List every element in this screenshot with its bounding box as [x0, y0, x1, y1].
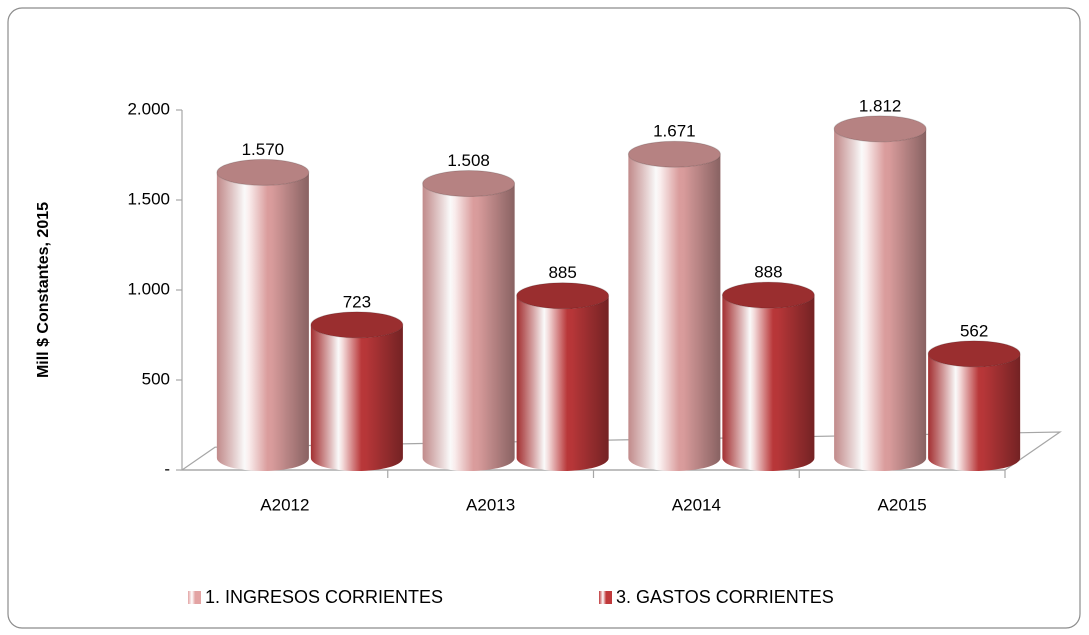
x-tick-label: A2013	[466, 495, 515, 514]
legend-swatch	[188, 591, 201, 604]
bar-shade	[422, 183, 515, 471]
legend-label: 3. GASTOS CORRIENTES	[616, 587, 834, 607]
value-label: 885	[548, 263, 576, 282]
value-label: 1.508	[447, 151, 490, 170]
y-tick-label: -	[164, 459, 170, 478]
bar-top	[627, 140, 721, 168]
value-label: 1.570	[242, 140, 285, 159]
value-label: 1.812	[859, 96, 902, 115]
legend-label: 1. INGRESOS CORRIENTES	[205, 587, 443, 607]
y-tick-label: 500	[142, 369, 170, 388]
value-label: 888	[754, 263, 782, 282]
bar-top	[927, 340, 1021, 368]
bar-top	[216, 158, 310, 186]
bar-shade	[516, 295, 609, 471]
bar-top	[310, 311, 404, 339]
y-tick-label: 1.500	[127, 189, 170, 208]
value-label: 723	[343, 292, 371, 311]
y-tick-label: 2.000	[127, 99, 170, 118]
bar-top	[833, 115, 927, 143]
x-tick-label: A2012	[260, 495, 309, 514]
bar-top	[721, 281, 815, 309]
value-label: 562	[960, 321, 988, 340]
x-tick-label: A2015	[878, 495, 927, 514]
x-tick-label: A2014	[672, 495, 721, 514]
bar-shade	[722, 295, 815, 471]
value-label: 1.671	[653, 122, 696, 141]
bar-shade	[310, 324, 403, 471]
y-axis-label: Mill $ Constantes, 2015	[35, 202, 52, 378]
bar-shade	[216, 172, 309, 471]
bar-shade	[628, 154, 721, 471]
bar-top	[422, 170, 516, 198]
y-tick-label: 1.000	[127, 279, 170, 298]
legend-swatch	[599, 591, 612, 604]
bar-top	[516, 282, 610, 310]
bar-shade	[928, 353, 1021, 471]
bar-shade	[834, 128, 927, 471]
